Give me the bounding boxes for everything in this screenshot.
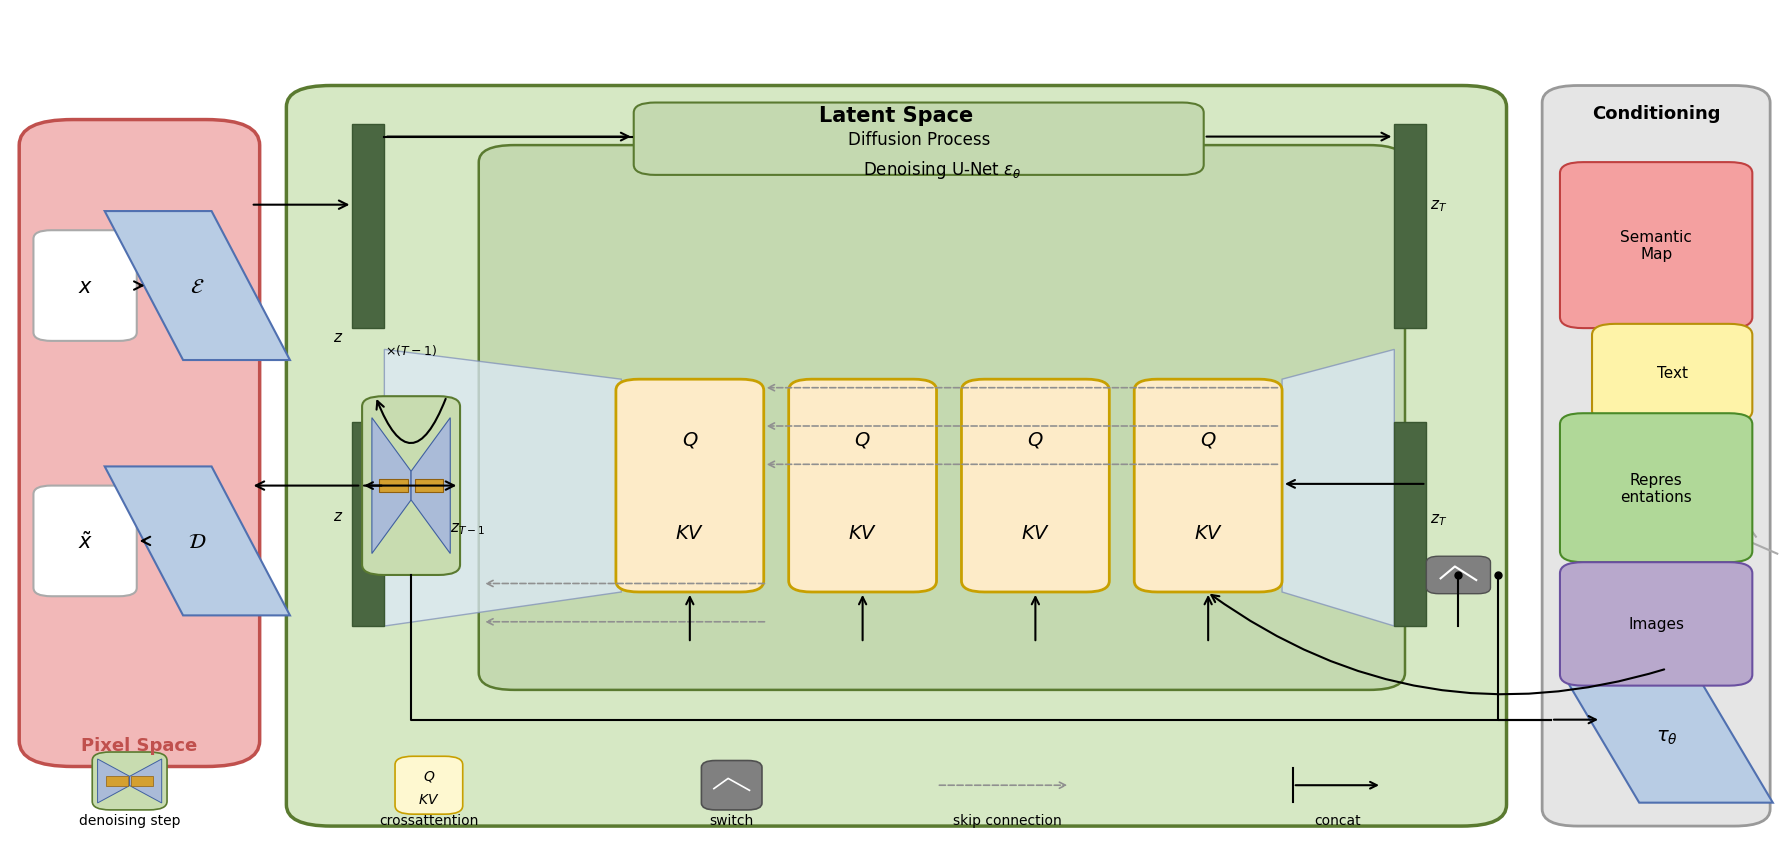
Text: $x$: $x$ <box>77 276 93 296</box>
Text: $\tau_\theta$: $\tau_\theta$ <box>1656 728 1677 746</box>
FancyArrowPatch shape <box>1204 597 1211 641</box>
FancyBboxPatch shape <box>1427 557 1490 594</box>
Text: $KV$: $KV$ <box>1193 523 1222 543</box>
FancyArrowPatch shape <box>364 482 455 490</box>
FancyArrowPatch shape <box>1031 597 1038 641</box>
Text: Semantic
Map: Semantic Map <box>1620 229 1691 262</box>
Polygon shape <box>371 418 410 554</box>
FancyArrowPatch shape <box>769 423 1277 430</box>
Text: $z$: $z$ <box>334 508 343 523</box>
Text: Pixel Space: Pixel Space <box>82 736 198 754</box>
FancyBboxPatch shape <box>1541 86 1770 826</box>
FancyBboxPatch shape <box>287 86 1506 826</box>
Bar <box>378 479 407 493</box>
FancyBboxPatch shape <box>1559 163 1752 328</box>
FancyBboxPatch shape <box>20 120 260 767</box>
Text: Conditioning: Conditioning <box>1591 105 1720 123</box>
Text: $z_T$: $z_T$ <box>1431 198 1447 213</box>
FancyArrowPatch shape <box>487 581 765 587</box>
Text: $Q$: $Q$ <box>423 768 435 782</box>
FancyBboxPatch shape <box>701 761 762 810</box>
Text: $z_T$: $z_T$ <box>1431 512 1447 528</box>
Text: $z_{T-1}$: $z_{T-1}$ <box>450 520 485 537</box>
Text: $\tilde{x}$: $\tilde{x}$ <box>77 531 93 552</box>
FancyBboxPatch shape <box>1559 414 1752 562</box>
FancyArrowPatch shape <box>1211 595 1664 694</box>
Text: $z$: $z$ <box>334 330 343 345</box>
Bar <box>132 776 153 786</box>
FancyArrowPatch shape <box>1295 782 1377 789</box>
Polygon shape <box>410 418 450 554</box>
Bar <box>351 422 384 626</box>
Text: $KV$: $KV$ <box>1020 523 1051 543</box>
Bar <box>107 776 128 786</box>
FancyArrowPatch shape <box>366 483 382 490</box>
FancyArrowPatch shape <box>134 282 143 290</box>
FancyArrowPatch shape <box>255 482 359 490</box>
FancyArrowPatch shape <box>687 597 694 641</box>
Text: Denoising U-Net $\epsilon_\theta$: Denoising U-Net $\epsilon_\theta$ <box>863 159 1020 181</box>
FancyBboxPatch shape <box>1591 324 1752 422</box>
Polygon shape <box>98 759 130 803</box>
FancyBboxPatch shape <box>1559 562 1752 686</box>
Text: $Q$: $Q$ <box>1201 429 1217 450</box>
FancyArrowPatch shape <box>940 782 1065 788</box>
FancyArrowPatch shape <box>769 386 1277 392</box>
FancyBboxPatch shape <box>1135 380 1283 592</box>
Text: concat: concat <box>1315 813 1361 827</box>
FancyBboxPatch shape <box>362 397 460 575</box>
FancyArrowPatch shape <box>1206 134 1390 142</box>
Text: denoising step: denoising step <box>78 813 180 827</box>
Polygon shape <box>105 467 291 616</box>
FancyBboxPatch shape <box>789 380 937 592</box>
FancyArrowPatch shape <box>860 597 867 641</box>
Bar <box>351 125 384 328</box>
FancyArrowPatch shape <box>769 461 1277 467</box>
Text: $\mathcal{E}$: $\mathcal{E}$ <box>191 276 205 296</box>
Text: skip connection: skip connection <box>953 813 1061 827</box>
FancyBboxPatch shape <box>34 231 137 341</box>
Polygon shape <box>105 212 291 361</box>
Text: Diffusion Process: Diffusion Process <box>847 131 990 148</box>
Text: $\times(T-1)$: $\times(T-1)$ <box>385 343 437 357</box>
FancyArrowPatch shape <box>1554 717 1597 723</box>
FancyArrowPatch shape <box>387 134 628 142</box>
Text: Latent Space: Latent Space <box>819 106 974 126</box>
Polygon shape <box>384 350 621 626</box>
FancyBboxPatch shape <box>962 380 1110 592</box>
Bar <box>1395 125 1427 328</box>
FancyBboxPatch shape <box>633 103 1204 176</box>
Text: $KV$: $KV$ <box>847 523 878 543</box>
FancyArrowPatch shape <box>253 201 348 210</box>
Bar <box>414 479 442 493</box>
Text: crossattention: crossattention <box>380 813 478 827</box>
Text: $\mathcal{D}$: $\mathcal{D}$ <box>187 531 207 551</box>
Text: Repres
entations: Repres entations <box>1620 472 1691 504</box>
Polygon shape <box>1561 671 1773 803</box>
Text: $Q$: $Q$ <box>1028 429 1044 450</box>
FancyArrowPatch shape <box>1288 480 1424 488</box>
FancyBboxPatch shape <box>478 146 1406 690</box>
FancyBboxPatch shape <box>34 486 137 596</box>
FancyArrowPatch shape <box>376 399 446 444</box>
Text: switch: switch <box>710 813 755 827</box>
Text: $Q$: $Q$ <box>681 429 698 450</box>
Polygon shape <box>130 759 162 803</box>
Bar <box>1395 422 1427 626</box>
Polygon shape <box>1283 350 1395 626</box>
FancyBboxPatch shape <box>394 757 462 815</box>
FancyBboxPatch shape <box>93 752 168 810</box>
FancyArrowPatch shape <box>143 537 150 545</box>
FancyBboxPatch shape <box>615 380 764 592</box>
Text: $KV$: $KV$ <box>674 523 705 543</box>
Text: $Q$: $Q$ <box>855 429 871 450</box>
Text: Images: Images <box>1629 617 1684 632</box>
Text: Text: Text <box>1657 366 1688 380</box>
Text: $KV$: $KV$ <box>417 792 439 806</box>
FancyArrowPatch shape <box>487 619 765 625</box>
